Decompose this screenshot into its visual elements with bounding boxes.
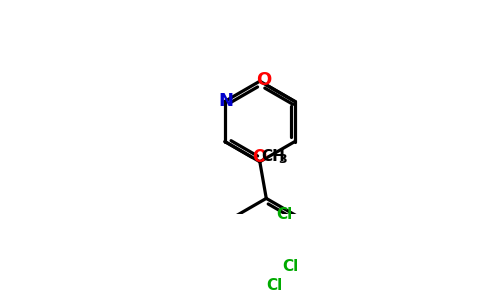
Text: Cl: Cl [276, 207, 293, 222]
Text: Cl: Cl [283, 259, 299, 274]
Text: CH: CH [261, 149, 286, 164]
Text: N: N [218, 92, 233, 110]
Text: 3: 3 [278, 153, 287, 166]
Text: O: O [257, 70, 272, 88]
Text: O: O [252, 148, 267, 166]
Text: Cl: Cl [266, 278, 282, 293]
